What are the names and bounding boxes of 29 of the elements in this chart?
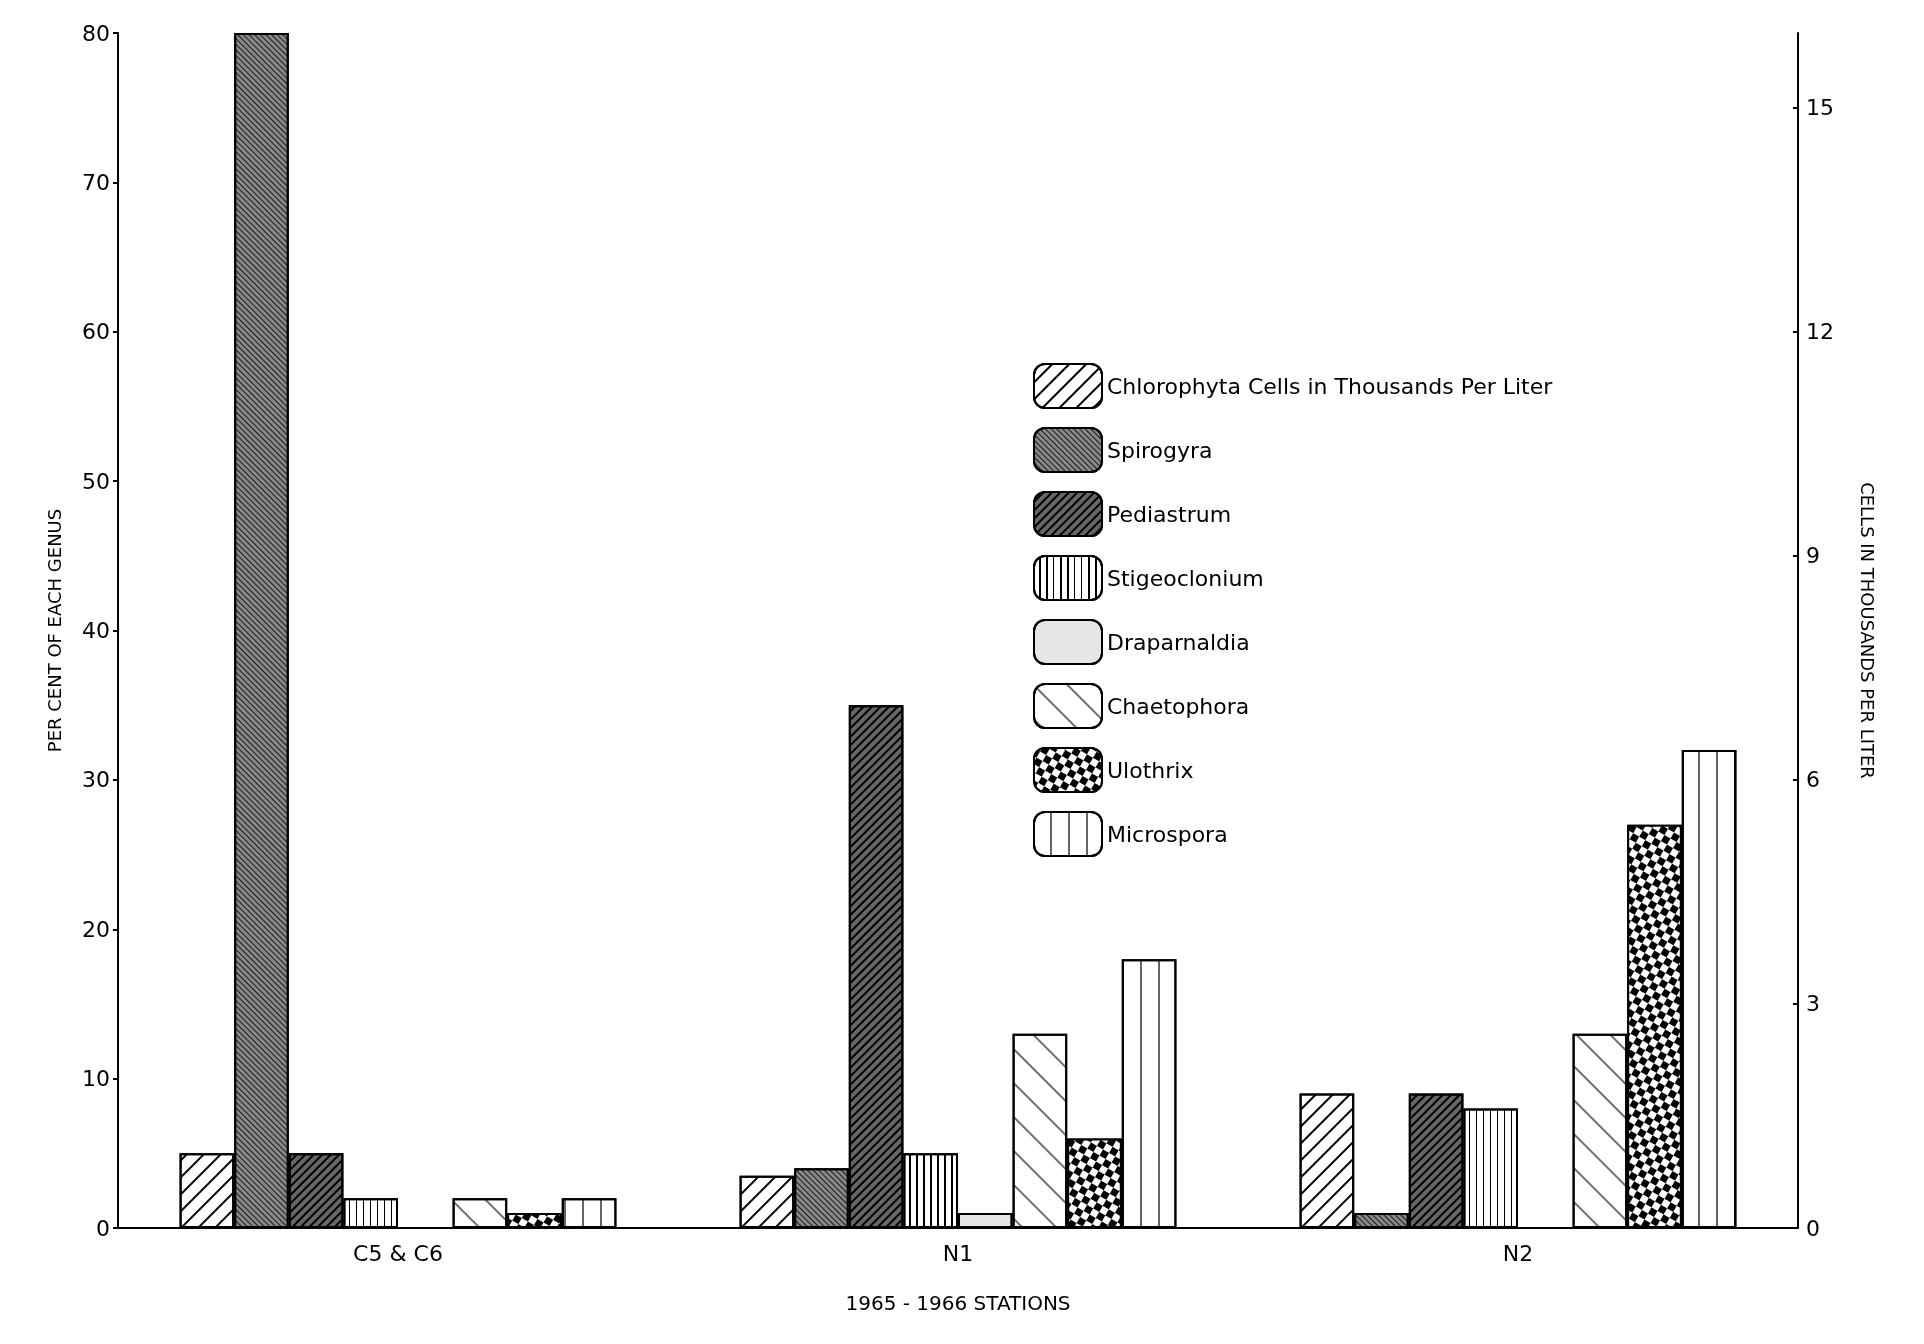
y-tick-label: 40 <box>82 618 110 643</box>
y-tick-label: 80 <box>82 20 110 46</box>
y-tick-label: 60 <box>82 319 110 345</box>
y2-tick-label: 3 <box>1806 991 1820 1017</box>
x-tick-label: N1 <box>942 1240 974 1266</box>
y2-tick-label: 12 <box>1806 319 1834 345</box>
y2-axis-title: CELLS IN THOUSANDS PER LITER <box>1856 482 1878 779</box>
y2-tick-label: 15 <box>1806 95 1834 121</box>
y2-tick-label: 6 <box>1806 767 1820 793</box>
legend-label: Chlorophyta Cells in Thousands Per Liter <box>1107 373 1554 399</box>
y2-tick-label: 0 <box>1806 1215 1820 1241</box>
x-tick-label: N2 <box>1502 1240 1534 1266</box>
y-tick-label: 50 <box>82 468 110 494</box>
y-tick-label: 30 <box>82 767 110 793</box>
legend-label: Spirogyra <box>1107 437 1213 463</box>
legend-label: Microspora <box>1107 821 1228 847</box>
y-tick-label: 0 <box>96 1215 110 1241</box>
y-axis-title: PER CENT OF EACH GENUS <box>43 508 65 753</box>
legend-label: Pediastrum <box>1107 501 1232 527</box>
legend-label: Ulothrix <box>1107 757 1194 783</box>
x-axis-title: 1965 - 1966 STATIONS <box>845 1291 1071 1315</box>
y-tick-label: 10 <box>82 1066 110 1092</box>
x-tick-label: C5 & C6 <box>353 1240 443 1266</box>
y2-tick-label: 9 <box>1806 543 1820 569</box>
y-tick-label: 20 <box>82 916 110 942</box>
y-tick-label: 70 <box>82 169 110 195</box>
legend-label: Stigeoclonium <box>1107 565 1264 591</box>
legend-label: Draparnaldia <box>1107 629 1250 655</box>
legend-label: Chaetophora <box>1107 693 1250 719</box>
